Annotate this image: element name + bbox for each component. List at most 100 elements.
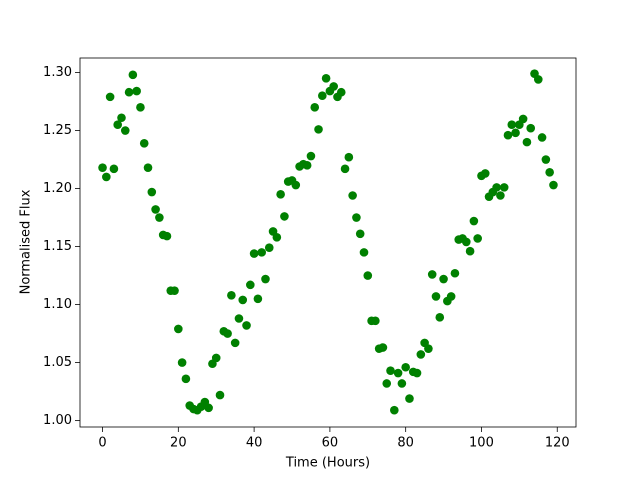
point [314, 125, 323, 134]
point [446, 292, 456, 301]
point [412, 368, 422, 378]
point [291, 180, 301, 190]
point [329, 82, 338, 91]
x-tick-label: 20 [170, 436, 187, 451]
point [435, 313, 445, 322]
point [170, 286, 179, 295]
point [128, 70, 138, 80]
point [522, 137, 532, 147]
point [174, 324, 183, 334]
point [427, 270, 437, 279]
point [473, 234, 482, 243]
point [526, 123, 536, 133]
point [541, 155, 551, 164]
x-tick-label: 0 [98, 436, 106, 451]
point [230, 338, 240, 348]
point [336, 87, 346, 97]
y-tick-label: 1.05 [43, 355, 72, 370]
point [382, 379, 392, 388]
point [518, 114, 528, 124]
point [105, 92, 115, 102]
point [533, 75, 543, 84]
point [306, 151, 316, 161]
y-tick-label: 1.10 [43, 297, 72, 312]
point [390, 405, 399, 415]
point [181, 374, 191, 384]
point [246, 280, 255, 290]
point [261, 274, 270, 284]
y-tick-label: 1.00 [43, 413, 72, 428]
point [280, 212, 289, 221]
point [223, 329, 232, 338]
x-tick-label: 60 [322, 436, 339, 451]
point [496, 191, 505, 200]
point [462, 237, 471, 247]
point [234, 314, 244, 323]
point [450, 268, 460, 278]
point [416, 350, 426, 359]
point [253, 294, 263, 304]
point [393, 368, 403, 378]
point [371, 316, 380, 326]
point [401, 362, 410, 372]
point [211, 353, 221, 363]
point [310, 103, 320, 112]
point [276, 190, 285, 199]
point [264, 243, 274, 253]
point [352, 213, 361, 222]
point [318, 91, 327, 101]
x-tick-label: 40 [246, 436, 263, 451]
point [98, 163, 107, 172]
point [549, 180, 558, 190]
point [378, 343, 388, 352]
point [215, 390, 225, 400]
point [340, 164, 350, 174]
point [431, 292, 441, 301]
point [359, 248, 369, 257]
point [439, 274, 448, 284]
point [424, 344, 433, 353]
point [143, 163, 153, 172]
y-axis-label: Normalised Flux [19, 189, 34, 294]
point [238, 295, 248, 305]
point [136, 103, 145, 112]
point [511, 128, 520, 138]
x-tick-label: 80 [397, 436, 414, 451]
point [397, 379, 407, 388]
point [465, 246, 475, 256]
point [492, 183, 501, 192]
x-tick-label: 100 [469, 436, 494, 451]
point [113, 120, 123, 130]
point [151, 205, 160, 214]
point [227, 290, 236, 300]
point [545, 167, 554, 177]
point [363, 271, 373, 280]
point [405, 394, 414, 403]
point [102, 172, 111, 182]
point [348, 191, 357, 200]
point [272, 232, 282, 242]
point [249, 249, 259, 258]
y-tick-label: 1.25 [43, 123, 72, 138]
point [386, 366, 395, 376]
plot-frame [79, 57, 577, 428]
point [177, 358, 187, 367]
point [117, 113, 126, 123]
point [120, 126, 130, 135]
point [109, 164, 119, 174]
point [147, 187, 157, 197]
point [242, 321, 251, 330]
point [162, 231, 172, 241]
point [499, 183, 509, 192]
point [204, 403, 213, 413]
point [321, 74, 331, 83]
point [155, 213, 164, 222]
point [480, 169, 490, 178]
point [537, 133, 547, 142]
point [139, 138, 149, 148]
point [503, 130, 513, 140]
point [124, 87, 134, 97]
x-tick-label: 120 [545, 436, 570, 451]
